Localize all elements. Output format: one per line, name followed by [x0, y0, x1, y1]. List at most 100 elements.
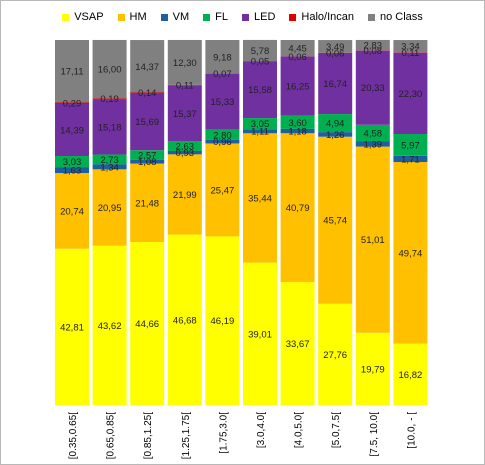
data-label: 5,97	[401, 140, 420, 151]
bar-segment	[280, 115, 315, 129]
legend-item: FL	[203, 11, 228, 23]
bar-segment	[55, 173, 89, 249]
data-label: 2,83	[364, 41, 383, 52]
bar-segment	[205, 143, 240, 237]
legend-label: HM	[129, 11, 147, 23]
data-label: 16,82	[399, 370, 423, 381]
bar-segment	[205, 236, 240, 405]
bar-segment	[130, 159, 165, 164]
legend-label: LED	[254, 11, 276, 23]
data-label: 2,63	[176, 142, 195, 153]
data-label: 3,05	[251, 119, 270, 130]
data-label: 0,14	[138, 88, 157, 99]
data-label: 16,00	[98, 65, 122, 76]
bar-segment	[55, 248, 89, 405]
data-label: 1,11	[251, 127, 269, 138]
bar-segment	[55, 167, 89, 174]
x-tick-label: [3.0,4.0[	[256, 412, 267, 448]
x-tick-label: [1.25,1.75[	[181, 412, 192, 459]
bar-segment	[55, 102, 89, 104]
legend-swatch	[289, 13, 297, 21]
data-label: 44,66	[135, 319, 159, 330]
data-label: 42,81	[60, 322, 84, 333]
data-label: 0,06	[326, 48, 345, 59]
bar-segment	[130, 150, 165, 160]
bar-segment	[280, 128, 315, 134]
data-label: 20,33	[361, 83, 385, 94]
bar-segment	[55, 103, 89, 157]
bar-segment	[130, 163, 165, 242]
bar-segment	[243, 262, 277, 405]
legend-swatch	[368, 13, 375, 21]
data-label: 2,57	[138, 150, 157, 161]
data-label: 1,08	[138, 157, 157, 168]
data-label: 12,30	[173, 58, 197, 69]
data-label: 0,05	[251, 57, 270, 68]
bar-segment	[318, 303, 353, 405]
bar-segment	[355, 332, 390, 405]
data-label: 1,39	[364, 140, 383, 151]
bar-segment	[355, 50, 390, 125]
bar-segment	[355, 141, 390, 147]
bar-segment	[167, 154, 202, 235]
bar-segment	[92, 98, 127, 100]
legend-item: Halo/Incan	[289, 11, 354, 23]
bar-segment	[243, 129, 277, 134]
data-label: 4,45	[288, 44, 307, 55]
data-label: 19,79	[361, 364, 385, 375]
data-label: 2,80	[213, 130, 232, 141]
bar-segment	[205, 73, 240, 130]
data-label: 5,78	[251, 46, 270, 57]
data-label: 27,76	[323, 350, 347, 361]
data-label: 0,06	[288, 52, 307, 63]
data-label: 0,11	[402, 48, 420, 59]
bar-segment	[205, 139, 240, 144]
bar-segment	[355, 124, 390, 142]
bar-segment	[167, 85, 202, 142]
x-tick-label: [7.5, 10.0[	[369, 412, 380, 457]
data-label: 17,11	[60, 67, 83, 78]
bar-segment	[355, 146, 390, 333]
legend-label: no Class	[380, 11, 423, 23]
data-label: 3,49	[326, 42, 345, 53]
bar-segment	[318, 114, 353, 133]
data-label: 2,73	[100, 155, 119, 166]
data-label: 16,25	[286, 82, 310, 93]
x-tick-label: [1.75,3.0[	[218, 412, 229, 454]
data-label: 0,11	[176, 81, 194, 92]
data-label: 39,01	[248, 329, 272, 340]
x-tick-label: [5.0,7.5[	[331, 412, 342, 448]
data-label: 43,62	[98, 321, 122, 332]
x-tick-label: [10.0, - [	[406, 412, 417, 449]
bar-segment	[205, 129, 240, 140]
data-label: 0,07	[213, 69, 232, 80]
bar-segment	[355, 39, 390, 51]
data-label: 51,01	[361, 235, 385, 246]
bar-segment	[205, 40, 240, 74]
data-label: 9,18	[213, 52, 232, 63]
data-label: 1,34	[100, 162, 119, 173]
x-tick-label: [0.85,1.25[	[143, 412, 154, 459]
bar-segment	[55, 40, 89, 103]
legend-swatch	[203, 13, 211, 21]
data-label: 3,03	[63, 157, 82, 168]
bar-segment	[318, 52, 353, 115]
bar-segment	[92, 164, 127, 170]
data-label: 15,33	[211, 97, 235, 108]
bar-segment	[92, 154, 127, 165]
bar-segment	[130, 40, 165, 93]
data-label: 1,18	[288, 127, 307, 138]
data-label: 15,58	[248, 85, 272, 96]
data-label: 15,18	[98, 122, 122, 133]
data-label: 35,44	[248, 193, 272, 204]
data-label: 0,96	[213, 137, 232, 148]
data-label: 4,58	[364, 129, 383, 140]
data-label: 21,48	[135, 198, 159, 209]
legend-label: VM	[172, 11, 190, 23]
bar-segment	[92, 169, 127, 246]
bar-segment	[243, 133, 277, 263]
data-label: 0,19	[100, 94, 119, 105]
data-label: 25,47	[211, 185, 235, 196]
data-label: 14,39	[60, 125, 84, 136]
